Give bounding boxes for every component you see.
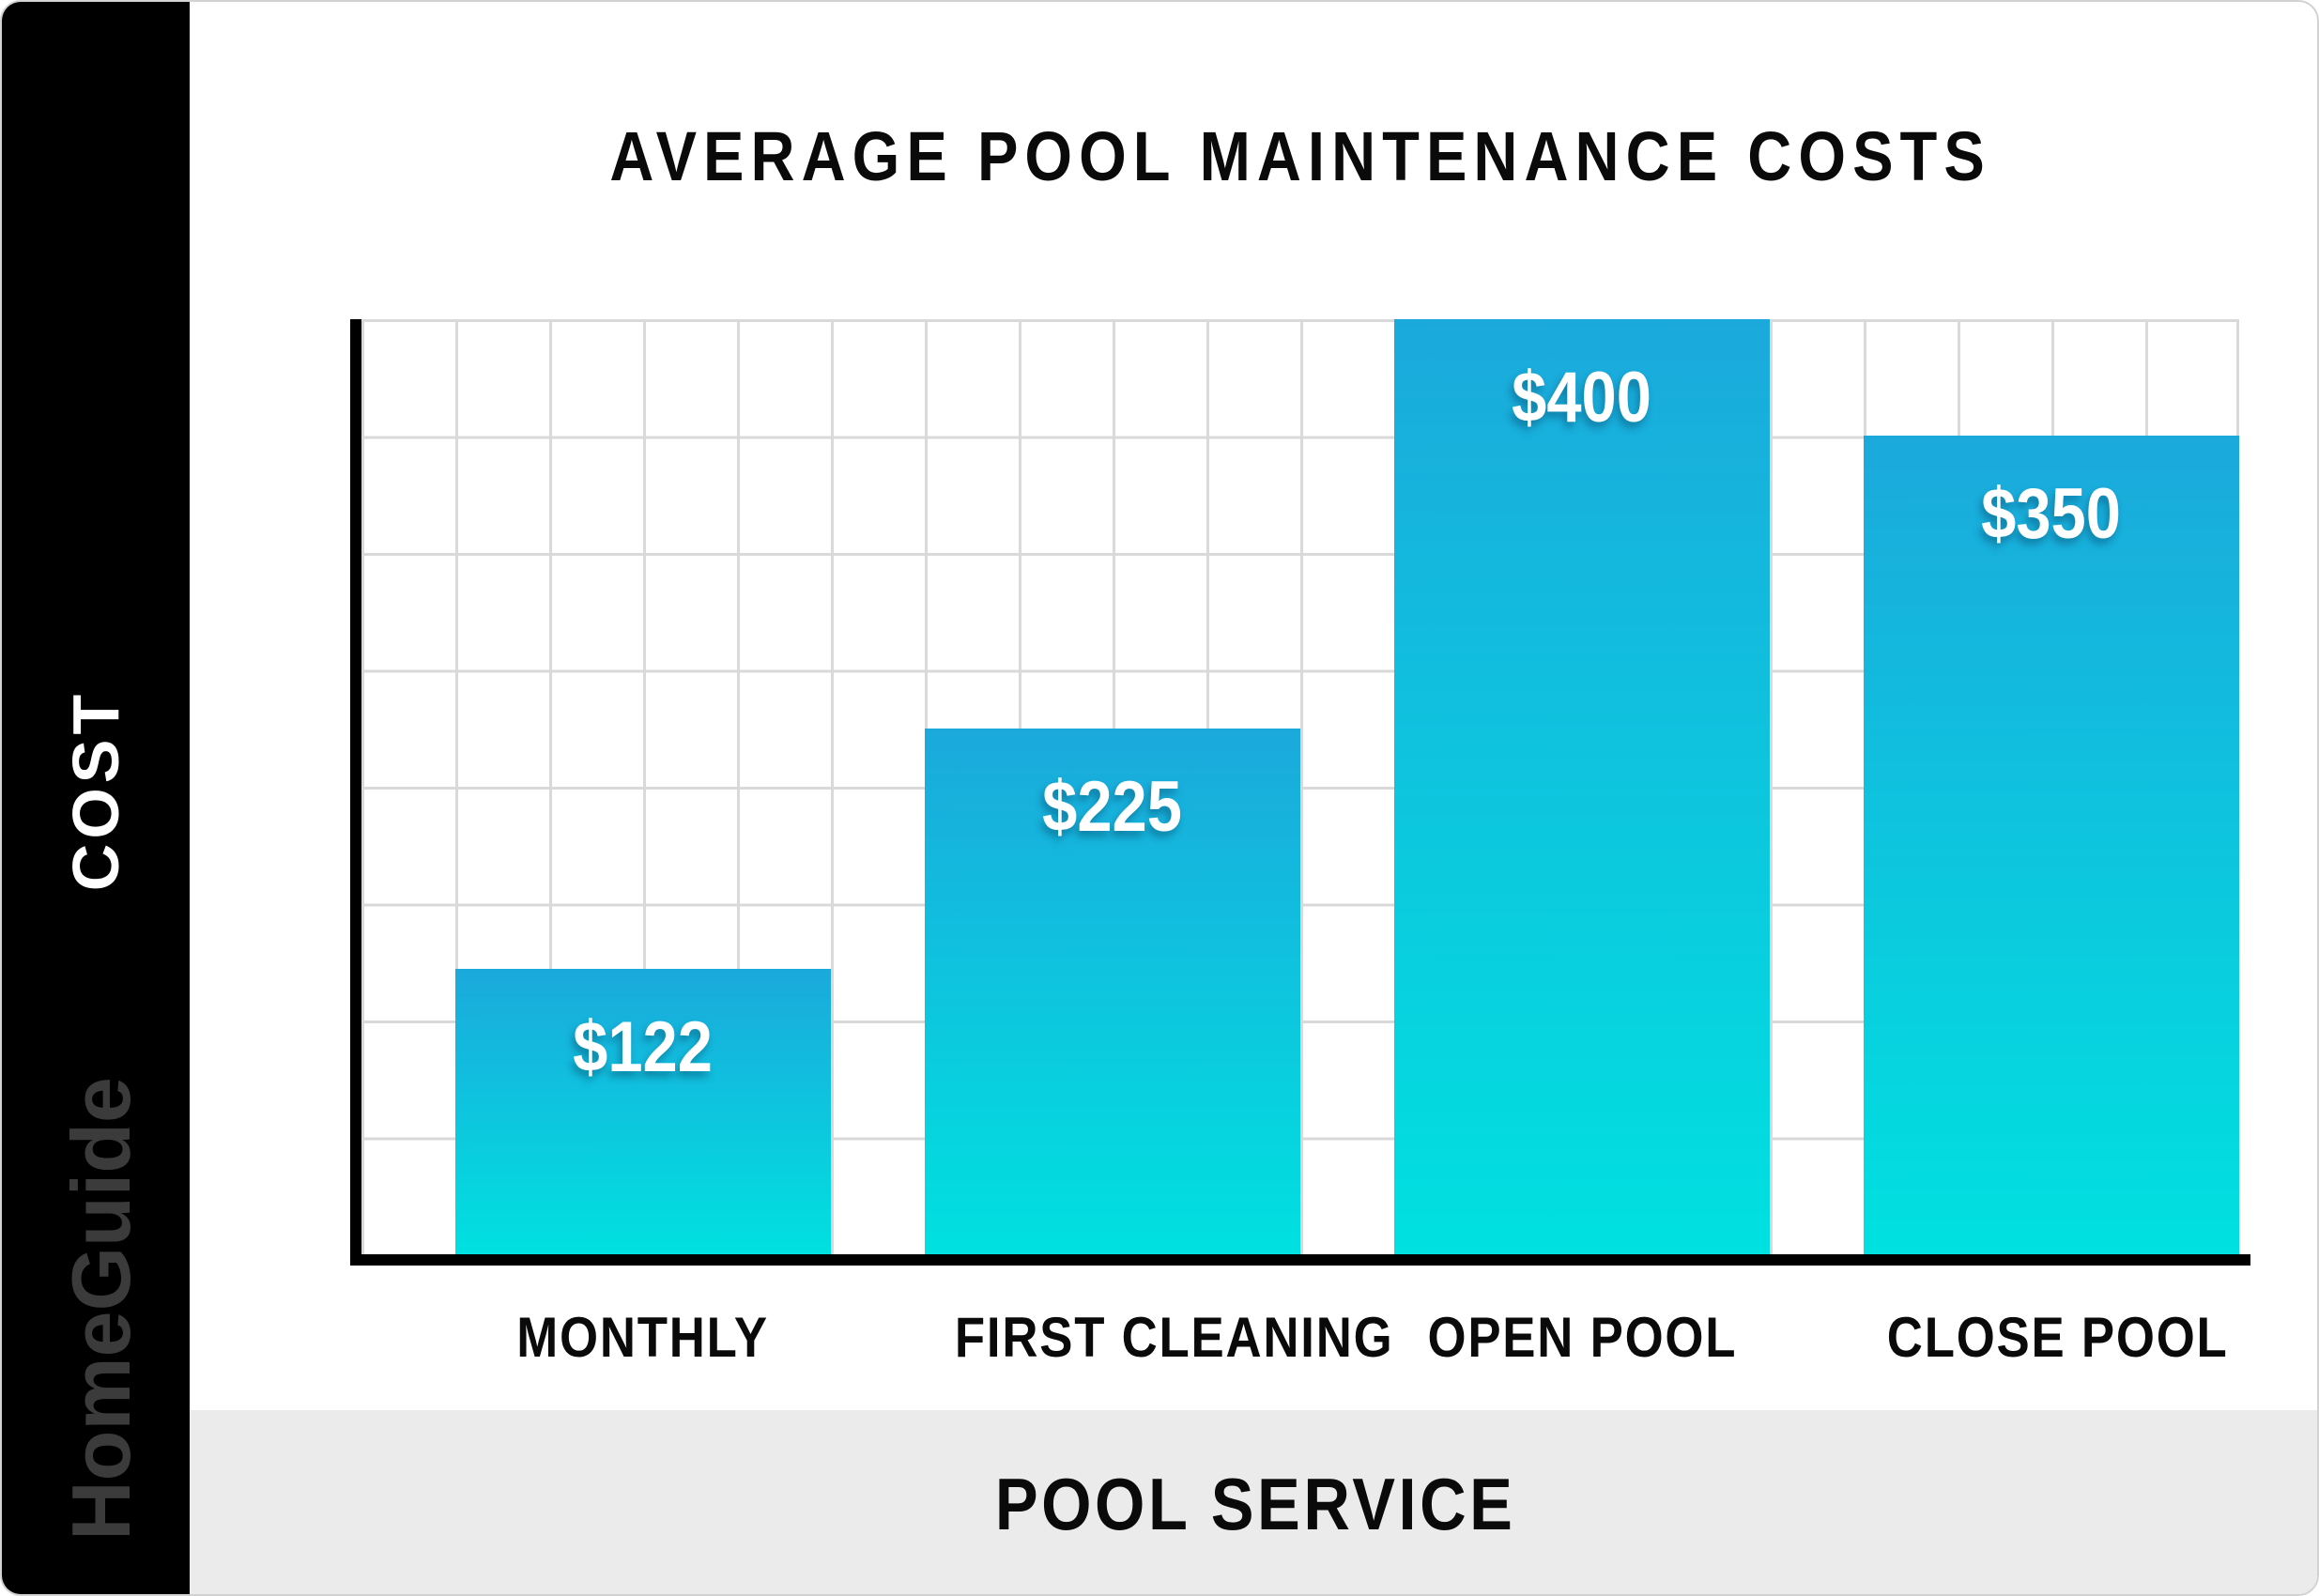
- x-axis-band: POOL SERVICE: [190, 1410, 2317, 1594]
- chart-title: AVERAGE POOL MAINTENANCE COSTS: [361, 116, 2239, 196]
- plot-area: $122 $225 $400 $350: [361, 319, 2239, 1254]
- bar-open-pool: $400: [1394, 319, 1770, 1254]
- bar-close-pool: $350: [1864, 436, 2239, 1254]
- x-category-open-pool: OPEN POOL: [1427, 1306, 1737, 1369]
- brand-watermark: HomeGuide: [54, 1077, 147, 1541]
- x-category-monthly: MONTHLY: [516, 1306, 770, 1369]
- x-axis-line: [350, 1254, 2250, 1266]
- bar-first-cleaning: $225: [925, 729, 1300, 1254]
- left-sidebar: COST HomeGuide: [2, 2, 190, 1594]
- y-axis-line: [350, 319, 361, 1266]
- chart-title-text: AVERAGE POOL MAINTENANCE COSTS: [609, 117, 1991, 195]
- bar-monthly: $122: [455, 969, 831, 1254]
- bar-value-label: $122: [573, 1007, 714, 1087]
- bar-value-label: $225: [1042, 767, 1183, 847]
- bar-value-label: $350: [1981, 474, 2122, 554]
- bar-value-label: $400: [1512, 358, 1652, 437]
- x-axis-title: POOL SERVICE: [994, 1462, 1516, 1545]
- x-category-first-cleaning: FIRST CLEANING: [954, 1306, 1394, 1369]
- y-axis-title: COST: [59, 689, 132, 892]
- x-category-close-pool: CLOSE POOL: [1886, 1306, 2229, 1369]
